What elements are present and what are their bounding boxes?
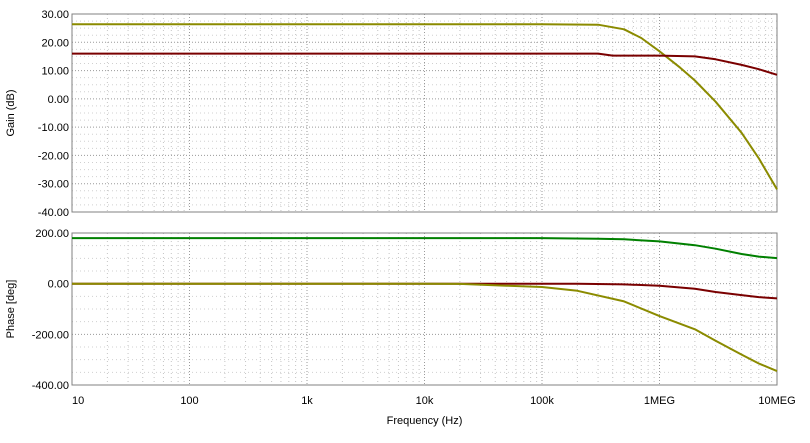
y-tick-label: -30.00 <box>38 179 69 191</box>
y-axis-label: Gain (dB) <box>5 89 17 136</box>
y-tick-label: 200.00 <box>35 228 69 240</box>
x-tick-label: 1MEG <box>644 395 675 407</box>
x-tick-label: 10 <box>72 395 84 407</box>
y-tick-label: -20.00 <box>38 150 69 162</box>
y-tick-label: -40.00 <box>38 207 69 219</box>
y-axis-label: Phase [deg] <box>5 280 17 339</box>
y-tick-label: -10.00 <box>38 122 69 134</box>
y-tick-label: 20.00 <box>41 37 69 49</box>
phase-panel: 200.00 0.00 -200.00 -400.00 Phase [deg] <box>5 228 778 392</box>
series-line-1 <box>72 23 778 190</box>
series-line-3 <box>71 282 778 373</box>
series-line-2 <box>71 282 778 300</box>
x-tick-label: 10MEG <box>758 395 795 407</box>
x-tick-label: 100 <box>180 395 198 407</box>
y-tick-label: 30.00 <box>41 9 69 21</box>
series-line-2 <box>72 52 778 76</box>
x-axis-label: Frequency (Hz) <box>387 415 463 427</box>
y-tick-label: 0.00 <box>48 94 69 106</box>
x-tick-label: 100k <box>530 395 554 407</box>
x-tick-label: 1k <box>301 395 313 407</box>
gain-panel: 30.00 20.00 10.00 0.00 -10.00 -20.00 -30.00 -40… <box>5 9 778 219</box>
plot-frame <box>71 13 778 213</box>
y-tick-label: 0.00 <box>48 279 69 291</box>
series-line-1 <box>72 237 778 260</box>
y-tick-label: -400.00 <box>32 380 69 392</box>
y-tick-label: -200.00 <box>32 329 69 341</box>
x-tick-label: 10k <box>416 395 434 407</box>
plot-frame <box>71 232 778 386</box>
y-tick-label: 10.00 <box>41 66 69 78</box>
